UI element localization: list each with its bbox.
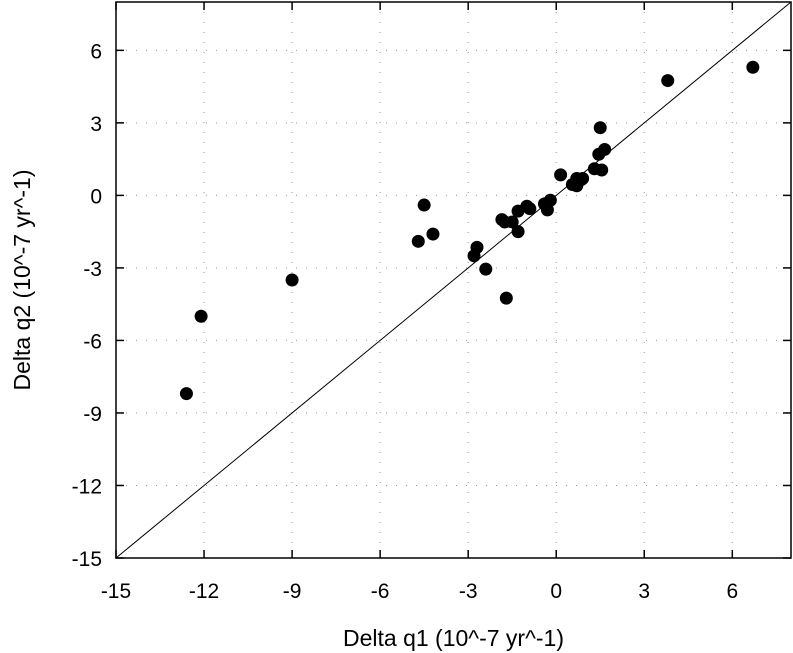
y-tick-label: -3 bbox=[83, 258, 102, 281]
data-point bbox=[479, 262, 493, 276]
data-point bbox=[417, 198, 431, 212]
reference-line-y-equals-x bbox=[115, 1, 792, 559]
x-tick-label: -9 bbox=[283, 580, 302, 603]
x-tick-label: -12 bbox=[189, 580, 219, 603]
x-tick-label: 0 bbox=[550, 580, 562, 603]
data-point bbox=[598, 142, 612, 156]
data-point bbox=[595, 163, 609, 177]
data-points bbox=[179, 60, 760, 401]
y-tick-label: -15 bbox=[72, 548, 102, 571]
y-axis-title: Delta q2 (10^-7 yr^-1) bbox=[9, 170, 35, 391]
y-tick-label: -9 bbox=[83, 403, 102, 426]
data-point bbox=[499, 291, 513, 305]
data-point bbox=[194, 309, 208, 323]
x-tick-label: -6 bbox=[371, 580, 390, 603]
x-axis-title: Delta q1 (10^-7 yr^-1) bbox=[343, 625, 564, 651]
data-point bbox=[511, 225, 525, 239]
data-point bbox=[576, 171, 590, 185]
y-tick-label: 0 bbox=[90, 185, 102, 208]
y-tick-label: 6 bbox=[90, 40, 102, 63]
data-point bbox=[543, 193, 557, 207]
x-tick-label: -3 bbox=[459, 580, 478, 603]
x-tick-label: -15 bbox=[101, 580, 131, 603]
data-point bbox=[426, 227, 440, 241]
data-point bbox=[593, 121, 607, 135]
plot-frame bbox=[115, 1, 792, 559]
data-point bbox=[505, 215, 519, 229]
x-tick-label: 6 bbox=[726, 580, 738, 603]
data-point bbox=[285, 273, 299, 287]
y-tick-label: 3 bbox=[90, 113, 102, 136]
data-point bbox=[554, 168, 568, 182]
axis-ticks: -15 -12 -9 -6 -3 0 3 6 -15 -12 -9 -6 -3 0 3 6 bbox=[72, 2, 791, 603]
data-point bbox=[523, 202, 537, 216]
data-point bbox=[411, 234, 425, 248]
x-tick-label: 3 bbox=[638, 580, 650, 603]
y-tick-label: -6 bbox=[83, 330, 102, 353]
data-point bbox=[746, 60, 760, 74]
data-point bbox=[470, 240, 484, 254]
y-tick-label: -12 bbox=[72, 475, 102, 498]
data-point bbox=[661, 74, 675, 88]
data-point bbox=[179, 387, 193, 401]
